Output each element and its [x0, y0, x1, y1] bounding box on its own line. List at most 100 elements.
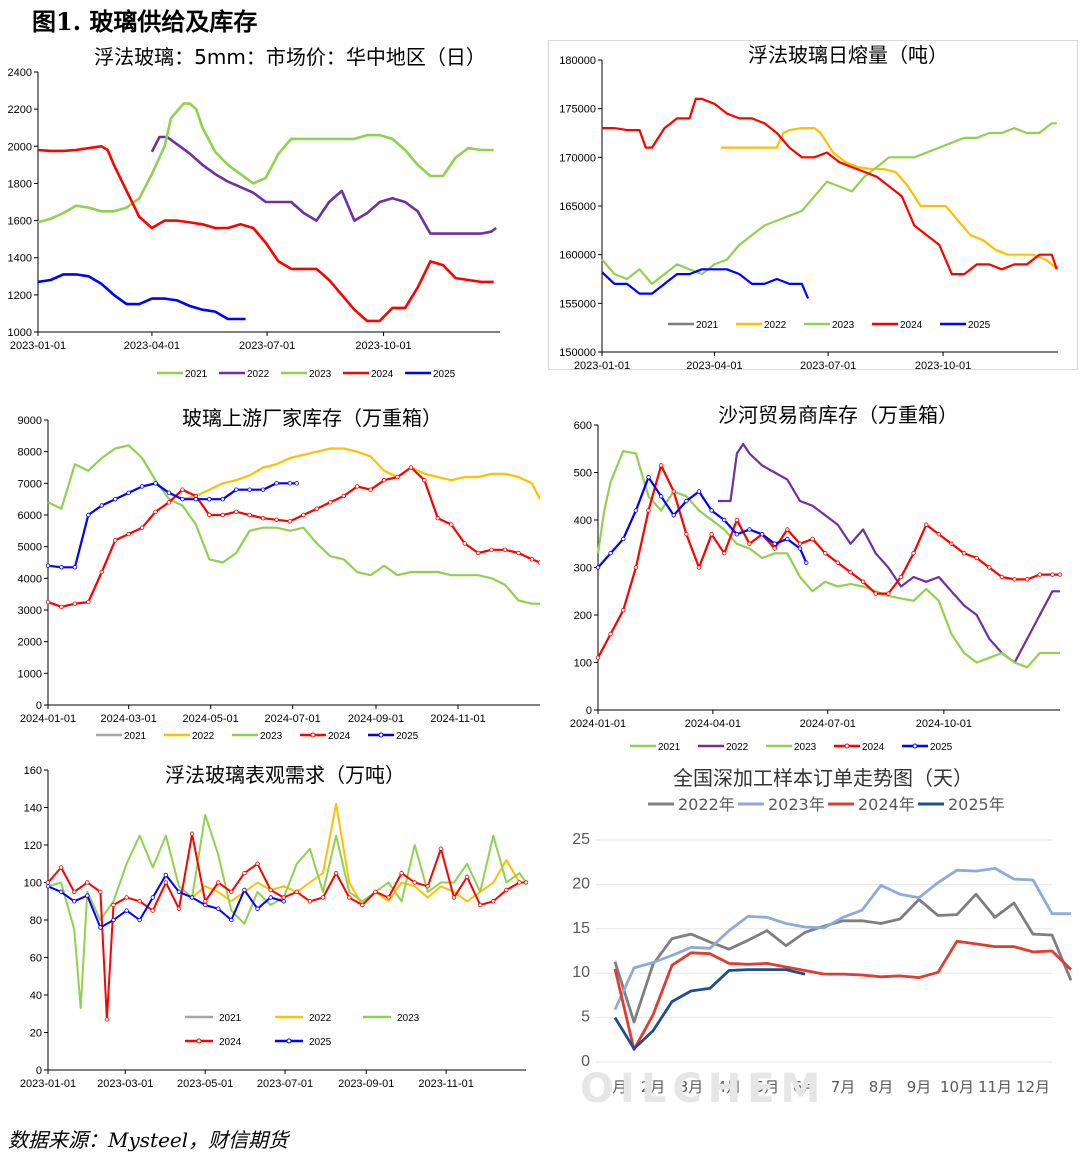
c3-point-2024	[462, 541, 467, 546]
c6-legend-label: 2025年	[948, 795, 1005, 814]
c5-point-2025	[242, 887, 247, 893]
c6-ytick-label: 10	[572, 964, 590, 981]
c4-point-2025	[646, 475, 651, 480]
c6-ytick-label: 15	[572, 920, 590, 937]
c3-ytick-label: 6000	[18, 510, 42, 522]
c1-ytick-label: 1000	[8, 327, 32, 339]
c3-point-2024	[529, 557, 535, 562]
c6-title: 全国深加工样本订单走势图（天）	[673, 766, 973, 790]
c3-point-2024	[59, 604, 64, 610]
c3-point-2024	[408, 465, 414, 470]
c5-legend-label: 2023	[397, 1013, 420, 1024]
c1-ytick-label: 1400	[8, 253, 32, 265]
c5-point-2024	[425, 884, 430, 889]
c4-point-2024	[671, 489, 676, 494]
c3-point-2024	[449, 522, 454, 527]
c6-ytick-label: 20	[572, 875, 590, 892]
c1-ytick-label: 2200	[8, 104, 32, 116]
c5-point-2024	[491, 899, 496, 904]
c3-point-2024	[166, 500, 172, 505]
c4-point-2024	[785, 527, 790, 532]
c3-point-2025	[99, 503, 104, 508]
c3-xtick-label: 2024-09-01	[348, 713, 404, 725]
c5-point-2024	[71, 889, 77, 895]
chart-upstream-inventory: 玻璃上游厂家库存（万重箱） 0 1000 2000 3000 4000 5000 6000 70…	[0, 405, 540, 755]
c3-ytick-label: 1000	[18, 668, 42, 680]
c2-svg: 浮法玻璃日熔量（吨） 150000 155000 160000 165000 170000…	[548, 40, 1078, 370]
c4-point-2024	[848, 570, 853, 575]
c3-legend-label: 2022	[192, 731, 215, 742]
c5-svg: 浮法玻璃表观需求（万吨） 0 20 40 60 80 100 120 140 160 2023-01…	[20, 763, 529, 1090]
c6-xtick-label: 1月	[603, 1078, 628, 1096]
c4-ytick-label: 200	[574, 610, 592, 622]
c5-point-2025	[58, 889, 64, 895]
chart-shahe-trader-inventory: 沙河贸易商库存（万重箱） 0 100 200 300 400 500 600 2024-01-0…	[548, 405, 1078, 755]
c3-point-2024	[489, 547, 494, 553]
c3-point-2024	[475, 550, 481, 556]
c5-point-2025	[281, 899, 286, 904]
c2-ytick-label: 150000	[559, 347, 596, 359]
c5-ytick-label: 160	[24, 765, 42, 777]
c4-point-2025	[804, 560, 809, 565]
c5-point-2025	[202, 902, 208, 908]
c5-point-2025	[150, 895, 155, 900]
c2-legend-label: 2022	[764, 320, 787, 331]
c5-title: 浮法玻璃表观需求（万吨）	[165, 763, 405, 787]
c4-point-2025	[772, 541, 777, 546]
c3-point-2024	[274, 517, 279, 522]
c1-series-2022	[150, 135, 497, 235]
c5-point-2025	[85, 893, 90, 898]
c4-point-2025	[658, 494, 664, 499]
c6-ytick-label: 25	[572, 831, 590, 848]
c4-series-2024	[597, 464, 1060, 659]
c2-ytick-label: 180000	[559, 55, 596, 67]
c5-ytick-label: 100	[24, 878, 42, 890]
c2-ytick-label: 175000	[559, 104, 596, 116]
c4-point-2024	[734, 517, 740, 523]
c5-point-2024	[268, 887, 273, 893]
c5-point-2025	[229, 917, 234, 923]
c3-series-2025	[47, 482, 297, 569]
c3-point-2025	[193, 496, 199, 502]
c5-legend-marker	[286, 1038, 292, 1044]
c4-point-2025	[785, 536, 790, 542]
c4-point-2024	[835, 560, 841, 565]
c4-point-2024	[772, 546, 777, 551]
c3-point-2024	[301, 512, 306, 518]
c4-series-2023	[596, 450, 1060, 669]
c4-ytick-label: 500	[574, 468, 592, 480]
c4-point-2025	[684, 498, 689, 504]
c5-xtick-label: 2023-09-01	[338, 1078, 394, 1090]
c5-point-2024	[307, 899, 313, 904]
c1-xtick-label: 2023-07-01	[239, 340, 295, 352]
c3-xtick-label: 2024-07-01	[265, 713, 321, 725]
c4-point-2024	[999, 574, 1005, 580]
c3-point-2024	[502, 547, 508, 553]
c4-series-2022	[717, 442, 1060, 664]
c6-ytick-label: 0	[581, 1053, 590, 1070]
c1-series-2024	[37, 145, 494, 323]
c6-series-2025年	[613, 968, 806, 1051]
c5-point-2024	[242, 870, 247, 876]
c4-point-2024	[1050, 572, 1055, 577]
c3-ytick-label: 2000	[18, 637, 42, 649]
c3-svg: 玻璃上游厂家库存（万重箱） 0 1000 2000 3000 4000 5000 6000 70…	[18, 406, 540, 742]
c6-xtick-label: 10月	[940, 1078, 974, 1096]
c4-point-2025	[696, 489, 702, 494]
c3-point-2024	[233, 509, 239, 515]
c5-point-2024	[386, 895, 391, 900]
c3-point-2025	[86, 512, 91, 518]
c3-point-2024	[99, 569, 104, 575]
c4-ytick-label: 400	[574, 515, 592, 527]
chart-glass-price-central: 浮法玻璃：5mm：市场价：华中地区（日） 1000 1200 1400 1600 1800…	[0, 40, 540, 390]
c3-xtick-label: 2024-11-01	[430, 713, 485, 725]
c3-point-2024	[537, 560, 540, 565]
c5-ytick-label: 20	[30, 1028, 42, 1040]
c5-point-2025	[45, 884, 51, 889]
c4-legend-label: 2021	[658, 742, 681, 753]
c3-legend-label: 2023	[260, 731, 283, 742]
c3-point-2024	[422, 477, 427, 483]
figure-source: 数据来源：Mysteel，财信期货	[8, 1128, 289, 1152]
c3-point-2025	[247, 487, 252, 492]
c3-point-2024	[314, 506, 320, 511]
